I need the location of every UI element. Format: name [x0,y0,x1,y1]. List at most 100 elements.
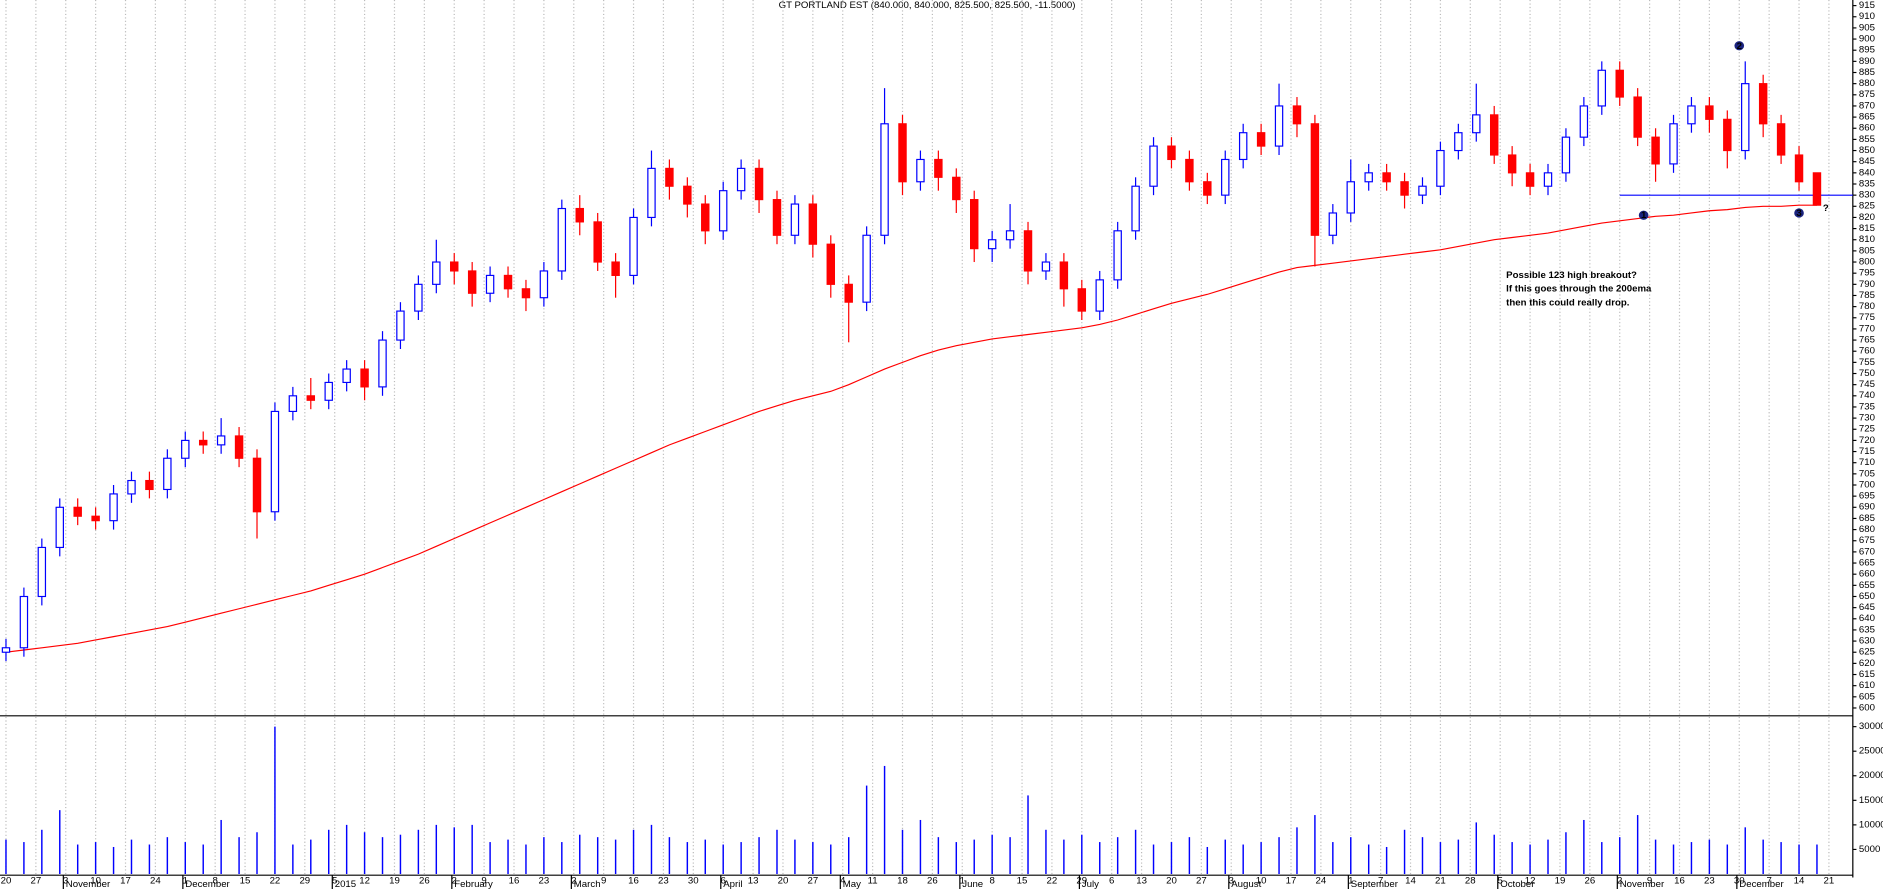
month-label: April [723,879,742,889]
x-tick-label: 9 [1647,876,1652,887]
candle-body [198,439,208,446]
candle-body [485,274,495,294]
x-tick-label: 3 [63,876,68,887]
point-marker [1734,41,1745,51]
candle-body [1095,279,1104,312]
x-tick-label: 12 [1525,876,1536,887]
x-tick-label: 19 [1555,876,1566,887]
candle-body [127,479,136,495]
candle-body [916,158,925,183]
candle-body [826,243,836,285]
volume-y-tick-label: 25000 [1859,746,1883,757]
candle-body [1579,105,1589,138]
y-tick-label: 795 [1859,268,1875,279]
y-tick-label: 645 [1859,602,1875,613]
candle-body [1705,105,1714,120]
y-tick-label: 895 [1859,45,1875,56]
y-tick-label: 865 [1859,112,1875,123]
candle-body [521,288,531,299]
candle-body [736,167,746,192]
month-label: December [185,879,230,889]
candle-body [37,546,47,598]
x-tick-label: 2 [571,876,576,887]
chart-title: GT PORTLAND EST (840.000, 840.000, 825.5… [779,0,1076,11]
y-tick-label: 860 [1859,123,1875,134]
y-tick-label: 660 [1859,569,1875,580]
candle-body [575,207,584,223]
candle-body [1723,118,1732,152]
candle-body [1131,185,1140,232]
y-tick-label: 620 [1859,658,1875,669]
y-tick-label: 675 [1859,535,1875,546]
x-tick-label: 4 [840,876,845,887]
x-tick-label: 8 [989,876,994,887]
x-tick-label: 26 [1584,876,1595,887]
x-tick-label: 16 [628,876,639,887]
candle-body [270,410,280,513]
candle-body [844,283,853,303]
y-tick-label: 830 [1859,190,1875,201]
candle-body [1,647,11,653]
y-tick-label: 630 [1859,636,1875,647]
x-tick-label: 26 [419,876,430,887]
candle-body [324,381,333,401]
y-tick-label: 640 [1859,613,1875,624]
candle-body [1185,158,1194,183]
candle-body [1221,158,1230,196]
x-tick-label: 6 [721,876,726,887]
candle-body [306,395,316,401]
candle-body [629,216,638,276]
candle-body [647,167,656,219]
candle-body [683,185,692,205]
candle-body [1346,181,1355,214]
candle-body [109,493,118,522]
x-tick-label: 23 [658,876,669,887]
candle-body [593,221,602,263]
x-tick-label: 27 [807,876,818,887]
x-tick-label: 7 [1378,876,1383,887]
y-tick-label: 685 [1859,513,1875,524]
y-tick-label: 900 [1859,34,1875,45]
candle-body [1418,185,1427,196]
y-tick-label: 845 [1859,156,1875,167]
y-tick-label: 760 [1859,346,1875,357]
candle-body [1256,132,1266,147]
month-label: December [1739,879,1784,889]
month-label: November [66,879,111,889]
y-tick-label: 710 [1859,457,1875,468]
y-tick-label: 810 [1859,234,1875,245]
volume-y-tick-label: 30000 [1859,721,1883,732]
candle-body [378,339,387,388]
x-tick-label: 20 [1166,876,1177,887]
y-tick-label: 870 [1859,101,1875,112]
candle-body [1328,212,1338,236]
candle-body [1525,172,1535,187]
candle-body [1615,69,1624,98]
y-tick-label: 610 [1859,680,1875,691]
y-tick-label: 705 [1859,468,1875,479]
y-tick-label: 690 [1859,502,1875,513]
y-tick-label: 835 [1859,179,1875,190]
y-tick-label: 670 [1859,547,1875,558]
y-tick-label: 745 [1859,379,1875,390]
candle-body [1507,154,1517,174]
x-tick-label: 1 [183,876,188,887]
y-tick-label: 625 [1859,647,1875,658]
candle-body [898,123,907,183]
month-label: June [962,879,983,889]
y-tick-label: 910 [1859,11,1875,22]
y-tick-label: 780 [1859,301,1875,312]
y-tick-label: 770 [1859,324,1875,335]
x-tick-label: 15 [1017,876,1028,887]
candle-body [1310,123,1320,236]
y-tick-label: 840 [1859,167,1875,178]
annotation-text: then this could really drop. [1506,298,1629,309]
y-tick-label: 880 [1859,78,1875,89]
candle-body [396,310,405,341]
x-tick-label: 6 [1109,876,1114,887]
x-tick-label: 12 [359,876,370,887]
point-marker [1638,210,1649,220]
x-tick-label: 14 [1794,876,1805,887]
x-tick-label: 22 [270,876,281,887]
